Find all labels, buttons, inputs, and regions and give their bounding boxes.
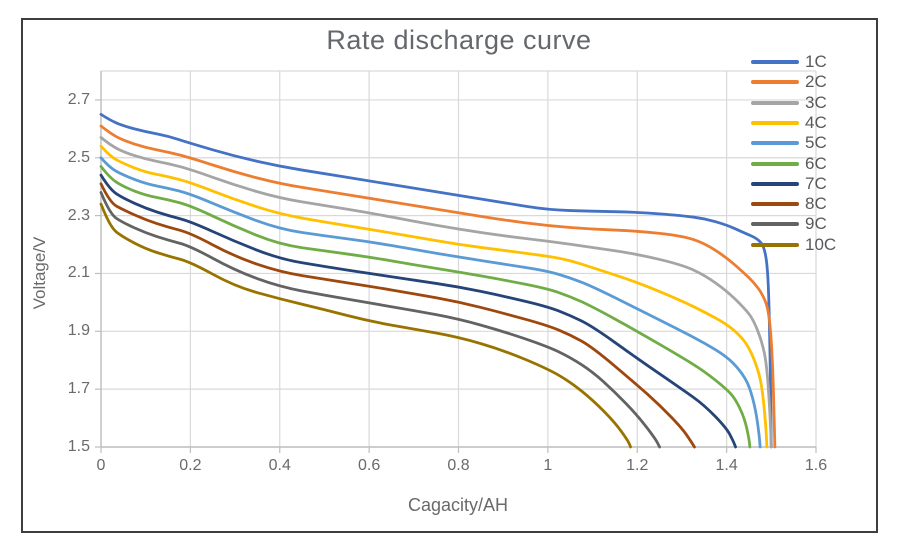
series-line-9c (99, 191, 661, 449)
x-tick-label: 0.4 (268, 457, 291, 474)
y-tick-label: 2.7 (67, 90, 90, 108)
legend-label: 9C (805, 214, 827, 234)
y-tick-label: 1.7 (67, 380, 90, 398)
legend-swatch (751, 181, 799, 186)
series-line-8c (99, 182, 696, 449)
legend-label: 7C (805, 173, 827, 193)
y-tick-label: 1.9 (67, 322, 90, 340)
x-tick-label: 0.8 (447, 457, 470, 474)
x-tick-label: 1.6 (804, 457, 828, 474)
legend-label: 5C (805, 133, 827, 153)
y-tick-label: 2.5 (67, 148, 90, 166)
series-line-6c (99, 165, 752, 449)
legend-label: 3C (805, 92, 827, 112)
legend-label: 6C (805, 153, 827, 173)
x-tick-label: 0 (96, 457, 106, 474)
series-line-5c (99, 156, 762, 449)
y-tick-label: 1.5 (67, 438, 90, 455)
legend-swatch (751, 60, 799, 64)
legend-label: 2C (805, 72, 827, 92)
x-tick-label: 0.2 (179, 457, 202, 474)
y-tick-label: 2.3 (67, 206, 90, 224)
series-line-7c (99, 173, 737, 449)
x-tick-label: 0.6 (358, 457, 381, 474)
y-tick-label: 2.1 (67, 264, 90, 282)
series-line-3c (99, 136, 773, 449)
x-tick-label: 1 (543, 457, 553, 474)
series-line-1c (99, 112, 773, 449)
legend-swatch (751, 100, 799, 105)
series-line-2c (99, 124, 777, 449)
x-axis-title: Cagacity/AH (407, 495, 509, 515)
series-line-10c (99, 202, 632, 449)
x-tick-label: 1.2 (626, 457, 649, 474)
chart-title: Rate discharge curve (326, 25, 592, 55)
legend-label: 8C (805, 194, 827, 214)
x-tick-label: 1.4 (715, 457, 738, 474)
legend-swatch (751, 242, 799, 247)
series-line-4c (99, 144, 769, 449)
legend-label: 10C (805, 234, 837, 254)
legend-label: 4C (805, 112, 827, 132)
legend-swatch (751, 202, 799, 207)
legend-swatch (751, 222, 799, 227)
legend-swatch (751, 141, 799, 146)
legend-swatch (751, 161, 799, 166)
legend-swatch (751, 120, 799, 125)
legend-label: 1C (805, 52, 827, 71)
legend-swatch (751, 80, 799, 85)
